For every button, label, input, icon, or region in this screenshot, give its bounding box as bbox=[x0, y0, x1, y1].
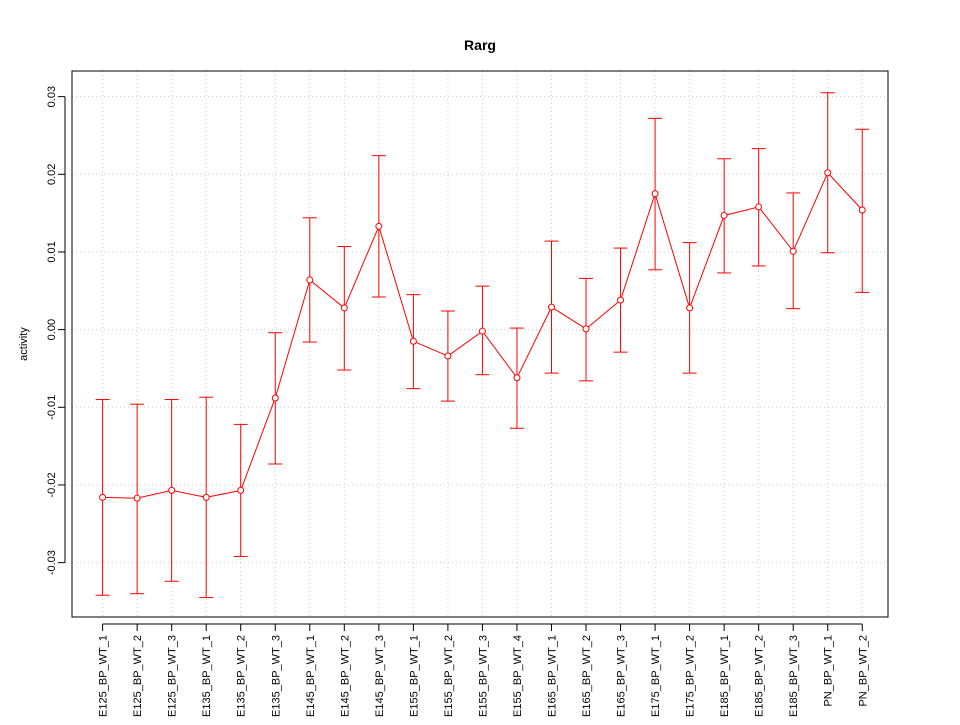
data-point bbox=[237, 486, 245, 494]
data-point bbox=[824, 169, 832, 177]
data-points bbox=[99, 169, 866, 502]
x-tick-label: E155_BP_WT_4 bbox=[512, 635, 524, 717]
x-tick-label: E185_BP_WT_1 bbox=[719, 635, 731, 717]
data-point bbox=[478, 327, 486, 335]
y-tick-label: -0.03 bbox=[46, 550, 58, 575]
x-tick-label: E155_BP_WT_1 bbox=[408, 635, 420, 717]
y-tick-label: -0.01 bbox=[46, 395, 58, 420]
chart-title: Rarg bbox=[464, 37, 496, 53]
grid bbox=[72, 71, 888, 617]
x-tick-label: E125_BP_WT_3 bbox=[167, 635, 179, 717]
data-point bbox=[99, 493, 107, 501]
x-axis: E125_BP_WT_1 E125_BP_WT_2 E125_BP_WT_3 E135… bbox=[98, 623, 869, 717]
data-point bbox=[720, 211, 728, 219]
x-tick-label: E165_BP_WT_3 bbox=[616, 635, 628, 717]
data-point bbox=[271, 394, 279, 402]
x-tick-label: E155_BP_WT_2 bbox=[443, 635, 455, 717]
data-point bbox=[409, 337, 417, 345]
y-axis-label: activity bbox=[18, 327, 30, 361]
data-point bbox=[375, 222, 383, 230]
data-point bbox=[686, 304, 694, 312]
data-point bbox=[617, 296, 625, 304]
y-tick-label: 0.02 bbox=[46, 164, 58, 185]
data-point bbox=[340, 304, 348, 312]
x-tick-label: E145_BP_WT_3 bbox=[374, 635, 386, 717]
x-tick-label: E155_BP_WT_3 bbox=[477, 635, 489, 717]
x-tick-label: E135_BP_WT_3 bbox=[270, 635, 282, 717]
x-tick-label: E125_BP_WT_1 bbox=[98, 635, 110, 717]
data-point bbox=[444, 352, 452, 360]
data-point bbox=[513, 374, 521, 382]
x-tick-label: E135_BP_WT_2 bbox=[236, 635, 248, 717]
x-tick-label: E185_BP_WT_2 bbox=[754, 635, 766, 717]
y-tick-label: -0.02 bbox=[46, 472, 58, 497]
x-tick-label: E145_BP_WT_1 bbox=[305, 635, 317, 717]
data-point bbox=[582, 325, 590, 333]
y-tick-label: 0.01 bbox=[46, 241, 58, 262]
y-axis: -0.03 -0.02 -0.01 0.00 0.01 0.02 0.03 bbox=[46, 86, 66, 575]
x-tick-label: PN_BP_WT_1 bbox=[823, 635, 835, 707]
data-point bbox=[755, 203, 763, 211]
data-point bbox=[133, 494, 141, 502]
data-point bbox=[651, 190, 659, 198]
x-tick-label: PN_BP_WT_2 bbox=[857, 635, 869, 707]
data-point bbox=[306, 276, 314, 284]
data-point bbox=[168, 486, 176, 494]
data-point bbox=[547, 303, 555, 311]
x-tick-label: E165_BP_WT_2 bbox=[581, 635, 593, 717]
y-tick-label: 0.00 bbox=[46, 319, 58, 340]
y-tick-label: 0.03 bbox=[46, 86, 58, 107]
data-point bbox=[202, 493, 210, 501]
error-bars bbox=[95, 92, 870, 599]
data-point bbox=[858, 206, 866, 214]
x-tick-label: E135_BP_WT_1 bbox=[201, 635, 213, 717]
plot-frame bbox=[71, 70, 889, 618]
x-tick-label: E175_BP_WT_1 bbox=[650, 635, 662, 717]
data-point bbox=[789, 247, 797, 255]
x-tick-label: E145_BP_WT_2 bbox=[339, 635, 351, 717]
x-tick-label: E125_BP_WT_2 bbox=[132, 635, 144, 717]
x-tick-label: E165_BP_WT_1 bbox=[546, 635, 558, 717]
x-tick-label: E185_BP_WT_3 bbox=[788, 635, 800, 717]
x-tick-label: E175_BP_WT_2 bbox=[685, 635, 697, 717]
